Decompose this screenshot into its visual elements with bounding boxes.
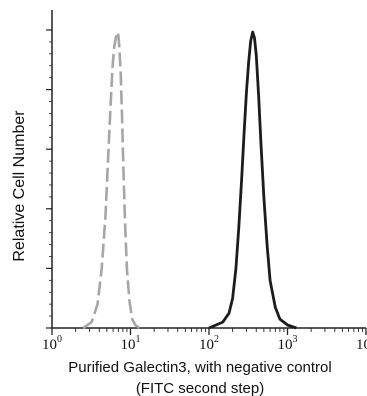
y-axis-ticks bbox=[46, 29, 52, 329]
galectin3-curve bbox=[208, 30, 297, 330]
x-axis-label-line-2: (FITC second step) bbox=[136, 380, 264, 396]
x-tick-label: 101 bbox=[121, 334, 141, 353]
x-tick-label: 103 bbox=[278, 334, 298, 353]
negative-control-curve bbox=[82, 30, 141, 330]
x-tick-label: 100 bbox=[42, 334, 62, 353]
x-tick-label: 104 bbox=[356, 334, 367, 353]
x-axis-ticks bbox=[51, 328, 367, 335]
y-axis-label: Relative Cell Number bbox=[11, 110, 28, 262]
x-axis-label-line-1: Purified Galectin3, with negative contro… bbox=[68, 359, 331, 376]
histogram-curves bbox=[82, 30, 297, 330]
chart-axes bbox=[51, 10, 366, 329]
x-tick-labels: 100 101 102 103 104 bbox=[42, 334, 367, 353]
x-tick-label: 102 bbox=[199, 334, 219, 353]
